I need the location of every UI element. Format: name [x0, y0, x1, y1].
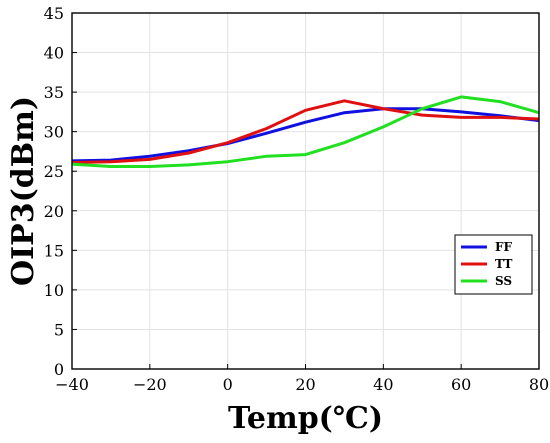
x-tick-label: 0 — [223, 375, 233, 394]
x-tick-label: 40 — [373, 375, 393, 394]
x-axis-ticks: −40 −20 0 20 40 60 80 — [55, 364, 549, 394]
y-tick-label: 5 — [54, 320, 64, 339]
y-tick-label: 45 — [44, 4, 64, 23]
x-tick-label: −40 — [55, 375, 89, 394]
legend-label: TT — [495, 257, 513, 271]
y-tick-label: 35 — [44, 83, 64, 102]
series-lines — [71, 95, 540, 168]
y-tick-label: 30 — [44, 123, 64, 142]
legend: FF TT SS — [454, 234, 533, 295]
series-line-ff — [71, 107, 540, 163]
grid-lines — [71, 12, 540, 370]
y-axis-ticks: 0 5 10 15 20 25 30 35 40 45 — [44, 4, 77, 379]
series-line-ss — [71, 95, 540, 168]
y-axis-label: OIP3(dBm) — [6, 96, 41, 286]
y-tick-label: 40 — [44, 44, 64, 63]
x-tick-label: 20 — [295, 375, 315, 394]
x-tick-label: 80 — [529, 375, 549, 394]
y-tick-label: 20 — [44, 202, 64, 221]
legend-label: SS — [495, 274, 512, 288]
y-tick-label: 0 — [54, 360, 64, 379]
legend-label: FF — [495, 240, 513, 254]
y-tick-label: 25 — [44, 162, 64, 181]
x-tick-label: 60 — [451, 375, 471, 394]
x-axis-label: Temp(℃) — [228, 401, 383, 436]
y-tick-label: 10 — [44, 281, 64, 300]
series-line-tt — [71, 99, 540, 164]
y-tick-label: 15 — [44, 241, 64, 260]
x-tick-label: −20 — [133, 375, 167, 394]
